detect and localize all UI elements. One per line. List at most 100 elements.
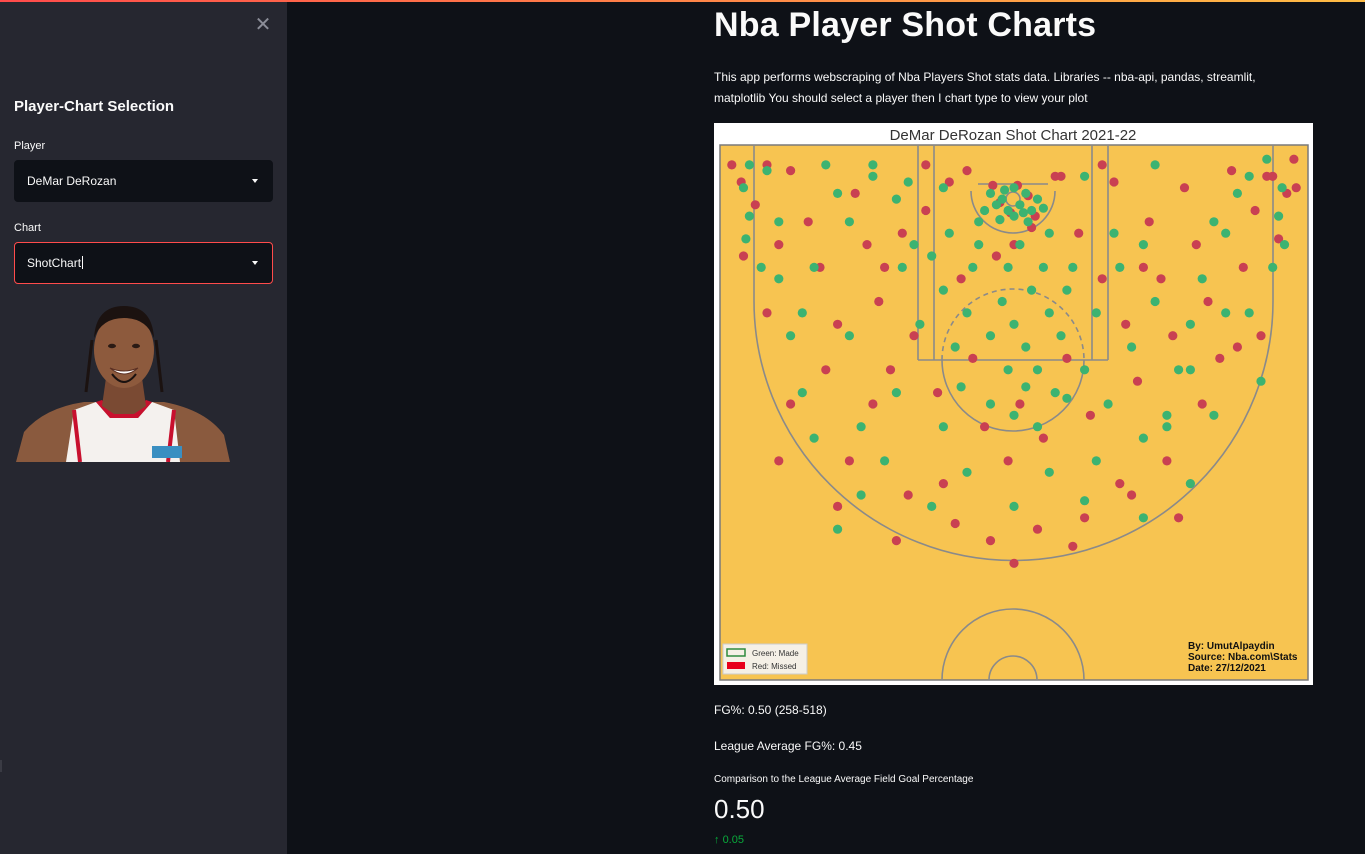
legend-made-swatch: [726, 648, 746, 657]
chart-title: DeMar DeRozan Shot Chart 2021-22: [890, 127, 1137, 144]
made-shot-9: [897, 262, 907, 272]
missed-shot-61: [1080, 513, 1090, 523]
made-shot-32: [1068, 262, 1078, 272]
credit-source: Source: Nba.com\Stats: [1188, 652, 1298, 663]
made-shot-92: [909, 240, 919, 250]
made-shot-89: [1044, 228, 1054, 238]
missed-shot-83: [1056, 171, 1066, 181]
made-shot-112: [956, 382, 966, 392]
legend-missed-swatch: [727, 662, 745, 669]
made-shot-111: [1062, 393, 1072, 403]
made-shot-10: [903, 177, 913, 187]
made-shot-106: [856, 422, 866, 432]
chevron-down-icon: [252, 261, 258, 265]
missed-shot-17: [956, 274, 966, 284]
made-shot-73: [856, 490, 866, 500]
made-shot-57: [1027, 205, 1037, 216]
missed-shot-31: [1121, 319, 1131, 329]
missed-shot-40: [1227, 166, 1237, 176]
missed-shot-82: [962, 166, 972, 176]
made-shot-55: [1021, 188, 1031, 198]
credit-date: Date: 27/12/2021: [1188, 663, 1266, 674]
missed-shot-8: [850, 188, 860, 198]
made-shot-29: [1050, 388, 1060, 398]
made-shot-52: [1279, 240, 1290, 250]
chart-legend: Green: Made Red: Missed: [722, 643, 808, 675]
made-shot-17: [968, 262, 978, 272]
missed-shot-11: [885, 365, 896, 375]
made-shot-44: [1209, 410, 1219, 420]
chart-select-value: ShotChart: [27, 256, 82, 270]
made-shot-103: [1262, 154, 1272, 164]
made-shot-70: [786, 331, 796, 341]
player-label: Player: [14, 140, 46, 152]
made-shot-40: [1162, 422, 1172, 432]
made-shot-101: [744, 160, 754, 170]
made-shot-47: [1244, 308, 1254, 318]
made-shot-104: [797, 308, 807, 318]
missed-shot-30: [1109, 177, 1119, 187]
made-shot-66: [1009, 183, 1019, 193]
made-shot-83: [1080, 496, 1090, 506]
made-shot-43: [1197, 274, 1207, 284]
made-shot-16: [962, 308, 972, 318]
missed-shot-77: [1268, 171, 1278, 181]
missed-shot-37: [1191, 240, 1201, 250]
made-shot-24: [1021, 342, 1031, 352]
missed-shot-63: [1162, 456, 1172, 466]
player-headshot: [14, 300, 232, 462]
missed-shot-80: [921, 160, 931, 170]
made-shot-113: [1003, 365, 1013, 375]
made-shot-49: [1268, 262, 1278, 272]
missed-shot-19: [980, 422, 990, 432]
made-shot-93: [1109, 228, 1119, 238]
chevron-down-icon: [252, 179, 258, 183]
made-shot-68: [995, 215, 1005, 225]
missed-shot-9: [862, 240, 872, 250]
made-shot-30: [1056, 331, 1066, 341]
made-shot-22: [1009, 319, 1019, 329]
made-shot-36: [1115, 262, 1125, 272]
made-shot-78: [1044, 467, 1054, 477]
made-shot-100: [762, 166, 772, 176]
missed-shot-14: [921, 205, 931, 216]
metric-delta: ↑ 0.05: [714, 834, 744, 846]
made-shots: [738, 154, 1290, 534]
app-description: This app performs webscraping of Nba Pla…: [714, 70, 1256, 105]
made-shot-34: [1091, 308, 1101, 318]
made-shot-107: [1162, 410, 1172, 420]
made-shot-76: [962, 467, 972, 477]
missed-shot-21: [1003, 456, 1013, 466]
missed-shot-10: [874, 296, 884, 307]
missed-shot-24: [1038, 433, 1048, 443]
missed-shot-79: [1291, 183, 1301, 193]
missed-shot-72: [1127, 490, 1137, 500]
made-shot-85: [833, 524, 843, 534]
text-cursor: [82, 256, 84, 269]
made-shot-39: [1150, 296, 1160, 307]
credit-author: By: UmutAlpaydin: [1188, 641, 1275, 652]
made-shot-105: [1221, 308, 1231, 318]
missed-shot-12: [897, 228, 907, 238]
player-select-value: DeMar DeRozan: [27, 174, 117, 188]
made-shot-0: [738, 183, 749, 193]
made-shot-59: [1009, 211, 1019, 221]
close-icon[interactable]: ✕: [254, 14, 272, 36]
missed-shot-22: [1015, 399, 1025, 409]
missed-shot-65: [1232, 342, 1242, 352]
made-shot-35: [1103, 399, 1113, 409]
league-average-stat: League Average FG%: 0.45: [714, 739, 862, 753]
chart-credits: By: UmutAlpaydin Source: Nba.com\Stats D…: [1188, 641, 1298, 674]
chart-select[interactable]: ShotChart: [14, 242, 273, 284]
player-select[interactable]: DeMar DeRozan: [14, 160, 273, 202]
made-shot-102: [1244, 171, 1254, 181]
made-shot-98: [1209, 217, 1219, 227]
missed-shot-56: [868, 399, 878, 409]
made-shot-19: [985, 331, 996, 341]
missed-shot-5: [803, 217, 813, 227]
missed-shot-86: [1138, 262, 1148, 272]
made-shot-80: [1138, 433, 1148, 443]
made-shot-97: [1150, 160, 1160, 170]
made-shot-62: [1018, 208, 1028, 218]
missed-shot-62: [1115, 479, 1125, 489]
